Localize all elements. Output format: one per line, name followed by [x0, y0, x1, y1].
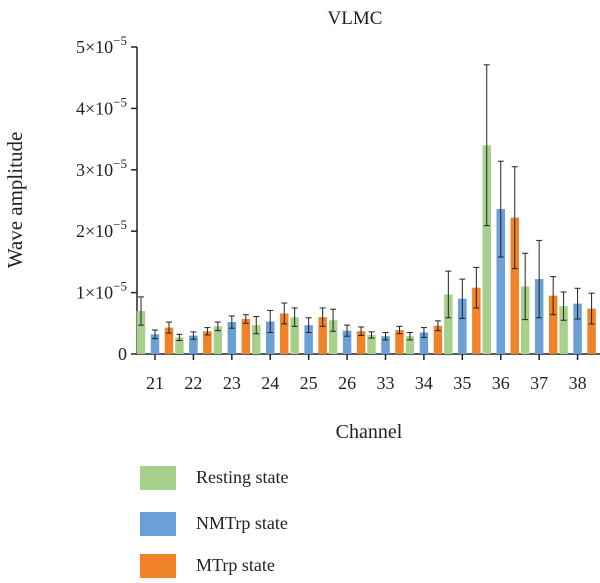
legend-item-nmtrp: NMTrp state: [140, 512, 440, 536]
bar: [175, 337, 184, 354]
x-tick-label: 37: [530, 373, 548, 393]
bar: [241, 319, 251, 354]
legend-label-resting: Resting state: [196, 467, 289, 487]
legend-item-resting: Resting state: [140, 466, 440, 490]
axes: [136, 47, 600, 355]
bar: [482, 145, 491, 354]
bar: [342, 330, 352, 354]
error-bars: [138, 64, 595, 341]
bars: [136, 145, 596, 354]
bar: [419, 332, 429, 354]
x-tick-label: 22: [184, 373, 202, 393]
bar: [395, 330, 404, 354]
legend-swatch-resting: [140, 466, 176, 490]
x-tick-label: 23: [223, 373, 241, 393]
bar: [548, 295, 558, 354]
bar: [304, 325, 313, 354]
x-tick-label: 35: [453, 373, 471, 393]
bar: [559, 306, 568, 354]
x-tick-label: 38: [569, 373, 587, 393]
bar: [520, 286, 530, 354]
bar: [252, 325, 261, 354]
legend-label-mtrp: MTrp state: [196, 555, 275, 575]
x-tick-label: 25: [300, 373, 318, 393]
bar: [405, 336, 415, 354]
chart-title: VLMC: [328, 8, 383, 29]
bar: [496, 209, 505, 354]
bar: [150, 334, 160, 354]
bar: [203, 331, 212, 354]
bar: [573, 303, 582, 354]
legend-swatch-mtrp: [140, 554, 176, 578]
bar: [356, 331, 366, 354]
bar: [280, 313, 289, 354]
bar: [227, 322, 237, 354]
x-tick-label: 33: [377, 373, 395, 393]
y-tick-label: 1×10−5: [76, 279, 127, 303]
bar: [472, 287, 481, 354]
bar: [510, 217, 519, 354]
y-tick-label: 3×10−5: [76, 156, 127, 180]
y-axis-label: Wave amplitude: [3, 132, 27, 269]
bar: [318, 317, 327, 354]
bar: [164, 327, 174, 354]
x-tick-label: 26: [338, 373, 356, 393]
bar: [189, 335, 198, 354]
legend-item-mtrp: MTrp state: [140, 554, 440, 578]
bar: [433, 325, 443, 354]
bar: [290, 317, 299, 354]
y-tick-label: 5×10−5: [76, 33, 127, 57]
chart: VLMC 01×10−52×10−53×10−54×10−55×10−5 21 2…: [3, 8, 600, 443]
y-axis-ticks: 0 1×10−5 2×10−5 3×10−5 4×10−5 5×10−5: [76, 33, 137, 364]
bar: [213, 326, 223, 354]
x-axis-ticks: 21 22 23 24 25 26 33 34 35 36 37 38: [146, 354, 587, 393]
bar: [266, 321, 275, 354]
x-tick-label: 21: [146, 373, 164, 393]
bar: [587, 308, 596, 354]
bar: [136, 311, 146, 354]
x-tick-label: 24: [261, 373, 279, 393]
x-axis-label: Channel: [336, 421, 403, 443]
y-tick-label: 2×10−5: [76, 217, 127, 241]
legend-swatch-nmtrp: [140, 512, 176, 536]
x-tick-label: 36: [492, 373, 510, 393]
bar: [458, 298, 467, 354]
y-tick-label: 0: [118, 344, 127, 364]
bar: [367, 334, 376, 354]
legend-label-nmtrp: NMTrp state: [196, 513, 288, 533]
x-tick-label: 34: [415, 373, 433, 393]
bar: [444, 294, 453, 354]
bar: [328, 320, 338, 354]
bar: [381, 336, 390, 354]
y-tick-label: 4×10−5: [76, 94, 127, 118]
